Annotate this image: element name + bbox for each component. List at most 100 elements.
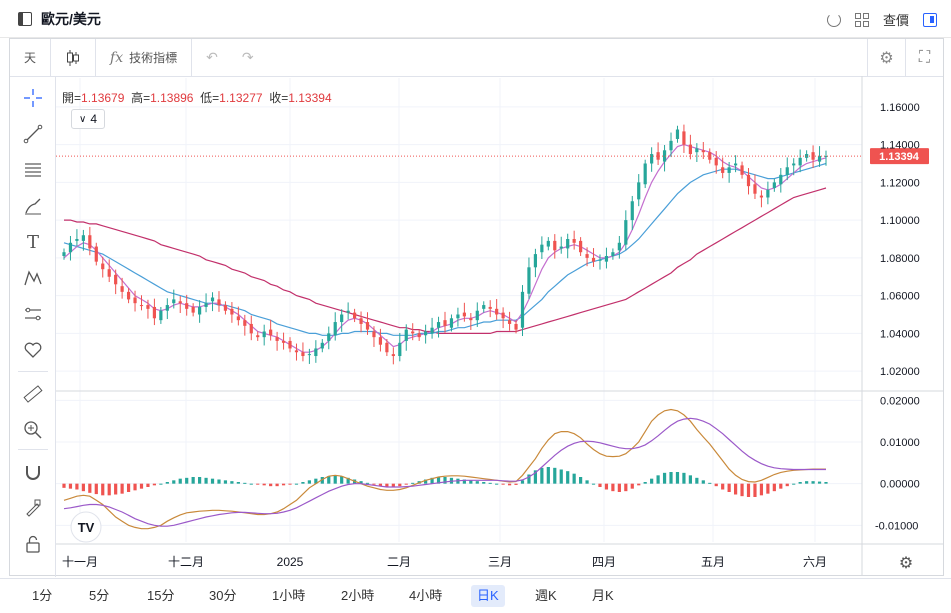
timeframe-8[interactable]: 週K — [535, 588, 557, 603]
candle-body — [152, 306, 157, 319]
timeframe-6[interactable]: 4小時 — [409, 588, 443, 603]
timeframe-1[interactable]: 5分 — [89, 588, 110, 603]
macd-bar — [572, 473, 576, 484]
macd-bar — [307, 480, 311, 484]
macd-bar — [210, 478, 215, 484]
timeframe-3[interactable]: 30分 — [209, 588, 237, 603]
refresh-icon[interactable] — [826, 12, 841, 27]
macd-bar — [236, 482, 240, 484]
macd-bar — [340, 476, 344, 484]
macd-bar — [759, 483, 764, 496]
panel-icon[interactable] — [923, 12, 937, 27]
candle-body — [733, 163, 738, 166]
time-label: 五月 — [701, 555, 725, 569]
sidebar-toggle-icon[interactable] — [18, 11, 32, 26]
candle-body — [198, 306, 202, 315]
pattern-icon[interactable] — [22, 267, 44, 289]
redo-icon[interactable]: ↷ — [241, 49, 254, 65]
undo-redo: ↶ ↷ — [192, 39, 267, 77]
interval-selector[interactable]: 天 — [10, 38, 52, 77]
price-tick-label: 1.12000 — [880, 177, 920, 189]
settings-icon[interactable]: ⚙ — [867, 39, 905, 77]
macd-bar — [630, 483, 634, 489]
indicators-button[interactable]: fx 技術指標 — [96, 38, 193, 77]
macd-bar — [824, 482, 828, 484]
candle-body — [139, 305, 144, 307]
candle-body — [495, 308, 499, 315]
price-chart[interactable]: 1.13394 1.16000 1.14000 1.12000 1.10000 1.080… — [0, 0, 951, 578]
lock-icon[interactable] — [22, 533, 44, 555]
macd-bar — [695, 477, 699, 484]
header-actions: 查價 — [826, 10, 937, 29]
macd-bar — [230, 481, 234, 484]
candle-body — [449, 318, 454, 328]
timeframe-0[interactable]: 1分 — [32, 588, 53, 603]
quote-button[interactable]: 查價 — [882, 13, 909, 28]
macd-bar — [62, 483, 66, 488]
macd-bar — [275, 483, 279, 487]
heart-icon[interactable] — [22, 339, 44, 361]
macd-bar — [152, 483, 157, 486]
open-value: 1.13679 — [81, 91, 125, 105]
price-tick-label: 1.04000 — [880, 328, 920, 340]
macd-bar — [779, 483, 783, 489]
text-icon[interactable]: T — [26, 231, 39, 253]
lock-drawing-icon[interactable] — [22, 497, 44, 519]
brush-icon[interactable] — [22, 195, 44, 217]
timeframe-5[interactable]: 2小時 — [341, 588, 375, 603]
ruler-icon[interactable] — [22, 383, 44, 405]
macd-bar — [288, 483, 292, 485]
macd-bar — [185, 477, 189, 484]
macd-bar — [591, 483, 596, 485]
timeframe-bar: 1分 5分 15分 30分 1小時 2小時 4小時 日K 週K 月K — [0, 578, 951, 613]
candle-body — [365, 322, 370, 330]
timeframe-7[interactable]: 日K — [471, 585, 505, 607]
price-tick-label: 1.14000 — [880, 140, 920, 152]
macd-bar — [811, 481, 815, 484]
macd-bar — [753, 483, 757, 497]
price-tick-label: 1.06000 — [880, 291, 920, 303]
candle-body — [204, 303, 208, 307]
macd-bar — [346, 477, 350, 484]
timeframe-9[interactable]: 月K — [592, 588, 614, 603]
zoom-icon[interactable] — [22, 419, 44, 441]
indicator-collapse-button[interactable]: ∨ 4 — [71, 109, 105, 129]
macd-bar — [139, 483, 144, 489]
high-value: 1.13896 — [150, 91, 194, 105]
macd-bar — [785, 483, 789, 487]
macd-bar — [81, 483, 85, 492]
magnet-icon[interactable] — [22, 461, 44, 483]
candle-body — [430, 327, 434, 334]
ma-long-line — [64, 187, 827, 334]
candle-body — [243, 320, 247, 326]
low-label: 低= — [200, 91, 220, 105]
candle-body — [714, 157, 718, 166]
chart-type-button[interactable] — [51, 38, 97, 77]
tradingview-logo-icon: TV — [78, 520, 95, 535]
timeframe-2[interactable]: 15分 — [147, 588, 175, 603]
candle-body — [475, 310, 479, 321]
macd-bar — [411, 482, 415, 484]
time-label: 二月 — [387, 555, 411, 569]
prediction-icon[interactable] — [22, 303, 44, 325]
macd-bar — [637, 483, 641, 486]
trend-line-icon[interactable] — [22, 123, 44, 145]
crosshair-icon[interactable] — [22, 87, 44, 109]
candle-body — [68, 242, 73, 253]
fib-icon[interactable] — [22, 159, 44, 181]
macd-bar — [714, 483, 718, 487]
candle-body — [579, 240, 583, 253]
macd-bar — [178, 478, 182, 484]
macd-bar — [559, 469, 563, 484]
undo-icon[interactable]: ↶ — [206, 49, 218, 65]
close-label: 收= — [269, 91, 289, 105]
time-label: 十二月 — [168, 555, 204, 569]
macd-bar — [469, 480, 473, 484]
macd-bar — [204, 477, 208, 484]
grid-layout-icon[interactable] — [854, 12, 869, 27]
candle-body — [352, 312, 357, 319]
fullscreen-icon[interactable]: ⛶ — [905, 39, 943, 77]
macd-bar — [281, 483, 286, 486]
timeframe-4[interactable]: 1小時 — [272, 588, 306, 603]
time-label: 六月 — [803, 555, 827, 569]
